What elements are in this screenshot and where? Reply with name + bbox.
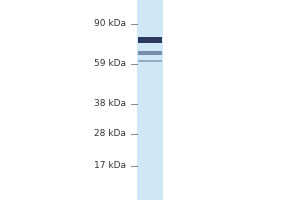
Text: 17 kDa: 17 kDa: [94, 162, 126, 170]
Text: 28 kDa: 28 kDa: [94, 130, 126, 138]
Bar: [137, 0, 163, 200]
Text: 59 kDa: 59 kDa: [94, 60, 126, 68]
Bar: [138, 51, 162, 55]
Bar: [138, 60, 162, 62]
Text: 90 kDa: 90 kDa: [94, 20, 126, 28]
Bar: [138, 37, 162, 43]
Text: 38 kDa: 38 kDa: [94, 99, 126, 108]
